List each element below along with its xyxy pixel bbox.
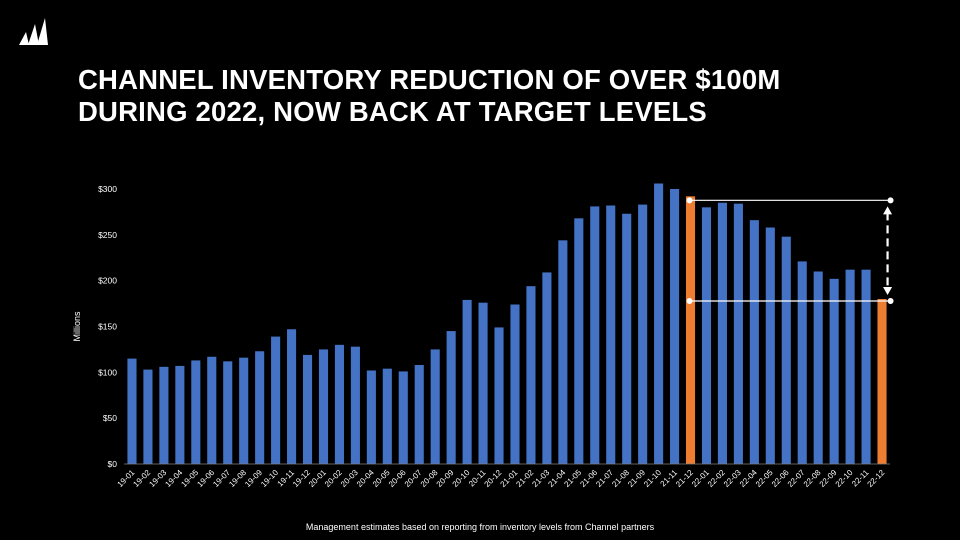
bar	[781, 236, 791, 464]
bar	[478, 302, 488, 464]
bar	[765, 227, 775, 464]
bar	[207, 356, 217, 464]
x-tick-label: 22-10	[834, 468, 855, 489]
bar	[143, 369, 153, 464]
bar	[175, 365, 185, 464]
bar	[334, 344, 344, 464]
bar	[271, 336, 281, 464]
sails-logo-icon	[19, 18, 48, 45]
bar	[749, 220, 759, 464]
bar	[462, 299, 472, 464]
bar	[861, 269, 871, 464]
bar	[255, 351, 265, 464]
bar	[797, 261, 807, 464]
x-tick-label: 22-12	[866, 468, 887, 489]
bar	[494, 327, 504, 464]
bar	[414, 365, 424, 464]
bar	[318, 349, 329, 464]
bar	[510, 304, 520, 464]
annotation-endpoint	[887, 298, 894, 304]
y-tick-label: $150	[98, 322, 117, 332]
arrow-head-up	[883, 206, 893, 215]
bar	[622, 213, 632, 464]
bar	[733, 203, 743, 465]
bar	[606, 205, 616, 464]
x-tick-label: 20-10	[451, 468, 472, 489]
bar	[829, 278, 839, 464]
y-tick-label: $0	[108, 459, 118, 469]
y-tick-label: $200	[98, 276, 117, 286]
bar	[350, 346, 360, 464]
bar	[127, 358, 137, 464]
bar	[701, 207, 712, 464]
annotation-endpoint	[686, 298, 693, 304]
y-tick-label: $50	[103, 413, 117, 423]
bar	[845, 269, 855, 464]
bar	[526, 286, 536, 464]
slide-title: CHANNEL INVENTORY REDUCTION OF OVER $100…	[78, 64, 938, 128]
y-tick-label: $300	[98, 184, 117, 194]
bar	[223, 361, 233, 464]
slide-title-line-1: CHANNEL INVENTORY REDUCTION OF OVER $100…	[78, 64, 781, 95]
y-tick-label: $100	[98, 367, 117, 377]
highlight-bar	[685, 196, 696, 464]
bar	[654, 183, 664, 464]
bar	[398, 371, 408, 464]
bar	[302, 354, 313, 464]
annotation-endpoint	[887, 197, 894, 204]
x-tick-label: 21-10	[642, 468, 663, 489]
y-tick-label: $250	[98, 230, 117, 240]
bar	[191, 360, 201, 464]
x-tick-label: 19-10	[259, 468, 280, 489]
bar	[446, 331, 456, 464]
bar	[382, 368, 392, 464]
highlight-bar	[877, 299, 887, 464]
annotation-endpoint	[686, 197, 693, 204]
bar	[287, 329, 297, 464]
bar	[717, 202, 727, 464]
bar	[813, 271, 823, 464]
bar	[542, 272, 552, 464]
arrow-head-down	[883, 287, 893, 295]
bar	[590, 206, 600, 465]
slide-title-line-2: DURING 2022, NOW BACK AT TARGET LEVELS	[78, 96, 707, 127]
bar	[239, 357, 249, 464]
bar	[574, 218, 584, 464]
bar	[638, 204, 648, 464]
bar	[159, 366, 169, 464]
bar	[558, 240, 568, 464]
footnote: Management estimates based on reporting …	[305, 522, 655, 532]
bar	[430, 349, 440, 464]
bar	[670, 189, 680, 464]
bar	[366, 370, 376, 464]
y-axis-label: Millions	[72, 311, 82, 342]
